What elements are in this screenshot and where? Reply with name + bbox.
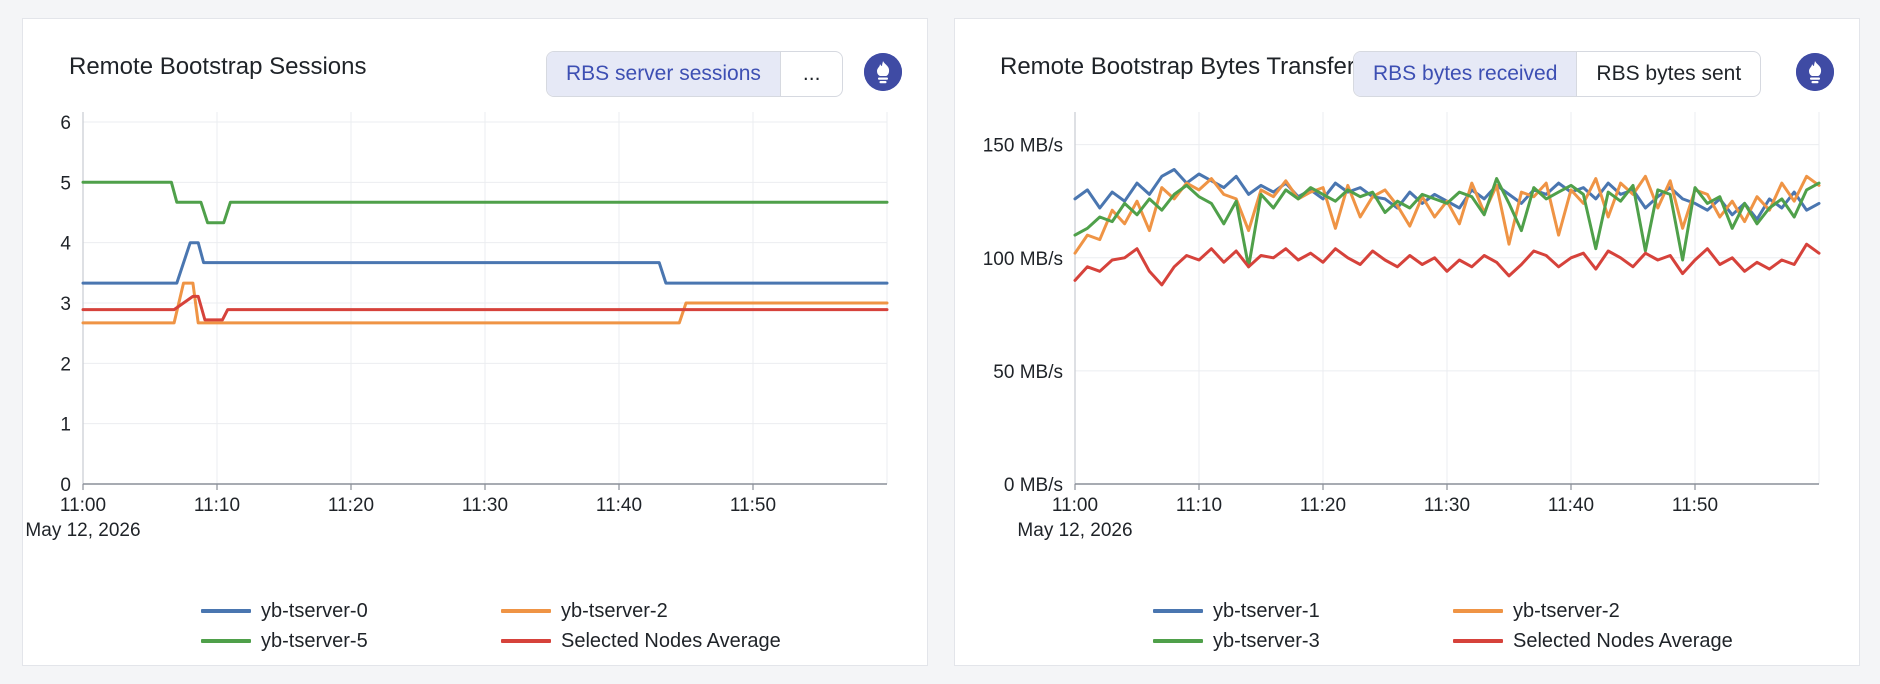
y-tick-label: 100 MB/s xyxy=(983,249,1063,270)
prometheus-icon[interactable] xyxy=(1796,53,1834,91)
legend-item[interactable]: Selected Nodes Average xyxy=(1453,629,1753,653)
bytes-panel: Remote Bootstrap Bytes Transferred RBS b… xyxy=(954,18,1860,666)
y-tick-label: 0 xyxy=(60,475,71,496)
x-date-label: May 12, 2026 xyxy=(25,520,140,541)
legend-label: yb-tserver-2 xyxy=(561,599,668,622)
series-line-yb-tserver-2[interactable] xyxy=(81,281,889,325)
legend-label: yb-tserver-3 xyxy=(1213,629,1320,652)
legend-item[interactable]: yb-tserver-1 xyxy=(1153,599,1453,623)
bytes-legend: yb-tserver-1 yb-tserver-2 yb-tserver-3 S… xyxy=(1153,599,1753,653)
legend-label: Selected Nodes Average xyxy=(561,629,781,652)
x-tick-label: 11:10 xyxy=(194,495,240,516)
x-tick-label: 11:00 xyxy=(1052,495,1098,516)
rbs-bytes-sent-button[interactable]: RBS bytes sent xyxy=(1576,52,1760,96)
legend-item[interactable]: Selected Nodes Average xyxy=(501,629,801,653)
legend-swatch xyxy=(1153,609,1203,613)
y-tick-label: 6 xyxy=(60,113,71,134)
rbs-bytes-received-button[interactable]: RBS bytes received xyxy=(1354,52,1577,96)
x-tick-label: 11:50 xyxy=(730,495,776,516)
x-tick-label: 11:30 xyxy=(1424,495,1470,516)
more-options-button[interactable]: ... xyxy=(779,52,843,96)
legend-swatch xyxy=(201,639,251,643)
sessions-chart: 0 1 2 3 4 5 6 11:00 11:10 11:20 11:30 11:40 11:50 May… xyxy=(25,112,889,541)
legend-swatch xyxy=(1453,639,1503,643)
x-tick-label: 11:40 xyxy=(596,495,642,516)
bytes-metric-toggle: RBS bytes received RBS bytes sent xyxy=(1353,51,1762,97)
x-tick-label: 11:20 xyxy=(328,495,374,516)
series-line-yb-tserver-0[interactable] xyxy=(81,241,889,285)
x-tick-label: 11:20 xyxy=(1300,495,1346,516)
legend-swatch xyxy=(501,639,551,643)
y-tick-label: 4 xyxy=(60,234,71,255)
y-tick-label: 150 MB/s xyxy=(983,136,1063,157)
x-date-label: May 12, 2026 xyxy=(1017,520,1132,541)
y-tick-label: 1 xyxy=(60,415,71,436)
series-line-selected-nodes-average[interactable] xyxy=(1073,242,1821,287)
bytes-chart: 0 MB/s 50 MB/s 100 MB/s 150 MB/s 11:00 11:10 1… xyxy=(983,112,1821,541)
legend-item[interactable]: yb-tserver-0 xyxy=(201,599,501,623)
series-line-selected-nodes-average[interactable] xyxy=(81,294,889,322)
x-tick-label: 11:40 xyxy=(1548,495,1594,516)
x-tick-label: 11:50 xyxy=(1672,495,1718,516)
legend-label: Selected Nodes Average xyxy=(1513,629,1733,652)
legend-item[interactable]: yb-tserver-2 xyxy=(1453,599,1753,623)
prometheus-icon[interactable] xyxy=(864,53,902,91)
legend-item[interactable]: yb-tserver-5 xyxy=(201,629,501,653)
sessions-legend: yb-tserver-0 yb-tserver-2 yb-tserver-5 S… xyxy=(201,599,801,653)
sessions-panel: Remote Bootstrap Sessions RBS server ses… xyxy=(22,18,928,666)
y-tick-label: 50 MB/s xyxy=(993,362,1063,383)
legend-item[interactable]: yb-tserver-3 xyxy=(1153,629,1453,653)
rbs-server-sessions-button[interactable]: RBS server sessions xyxy=(547,52,780,96)
legend-label: yb-tserver-5 xyxy=(261,629,368,652)
x-tick-label: 11:30 xyxy=(462,495,508,516)
legend-swatch xyxy=(501,609,551,613)
y-tick-label: 3 xyxy=(60,294,71,315)
legend-label: yb-tserver-0 xyxy=(261,599,368,622)
y-tick-label: 2 xyxy=(60,354,71,375)
y-tick-label: 0 MB/s xyxy=(1004,475,1063,496)
x-tick-label: 11:10 xyxy=(1176,495,1222,516)
x-tick-label: 11:00 xyxy=(60,495,106,516)
y-tick-label: 5 xyxy=(60,173,71,194)
panel-title: Remote Bootstrap Bytes Transferred xyxy=(1000,53,1390,80)
legend-item[interactable]: yb-tserver-2 xyxy=(501,599,801,623)
legend-swatch xyxy=(1453,609,1503,613)
series-line-yb-tserver-5[interactable] xyxy=(81,180,889,225)
legend-label: yb-tserver-2 xyxy=(1513,599,1620,622)
legend-swatch xyxy=(201,609,251,613)
sessions-metric-toggle: RBS server sessions ... xyxy=(546,51,844,97)
panel-title: Remote Bootstrap Sessions xyxy=(69,53,367,80)
legend-label: yb-tserver-1 xyxy=(1213,599,1320,622)
legend-swatch xyxy=(1153,639,1203,643)
series-line-yb-tserver-3[interactable] xyxy=(1073,177,1821,269)
